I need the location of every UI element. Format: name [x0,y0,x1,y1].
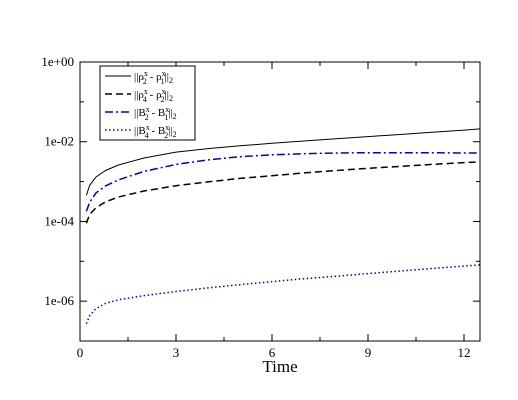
legend-label-part: || [165,89,169,101]
legend-label-part: x [165,105,169,114]
legend-label-part: ||B [134,107,146,119]
legend-label-part: 2 [161,95,165,104]
legend-label-part: || [168,125,172,137]
legend-label-1: ||ρx 2 - ρx 1||2 [134,69,173,86]
legend-label-part: 2 [164,131,168,140]
plot-area-frame [79,61,481,342]
legend-label-part: 2 [173,130,177,139]
legend-label-part: 4 [143,95,147,104]
legend-label-part: x [162,69,166,78]
series-line-1 [85,128,481,196]
x-axis-title: Time [262,357,297,376]
series-line-4 [85,264,481,325]
legend-label-part: x [144,87,148,96]
legend-label-part: - B [149,125,166,137]
legend-label-part: ||B [134,125,146,137]
legend-label-part: x [162,87,166,96]
legend-label-part: 2 [143,77,147,86]
x-tick-label: 12 [458,345,471,360]
legend-label-part: ||ρ [134,71,144,83]
x-tick-label: 9 [365,345,372,360]
legend-label-part: x [146,123,150,132]
legend-label-part: - ρ [147,89,162,101]
series-line-2 [85,161,481,224]
legend-label-part: - B [149,107,166,119]
legend-label-part: x [144,69,148,78]
legend-label-part: 2 [173,112,177,121]
series-line-3 [85,151,480,212]
legend-label-3: ||Bx 2 - Bx 1||2 [134,105,177,122]
x-tick-label: 0 [77,345,84,360]
legend-label-4: ||Bx 4 - Bx 2||2 [134,123,177,140]
legend-label-part: 4 [145,131,149,140]
legend-label-part: || [165,71,169,83]
y-tick-label: 1e-02 [44,134,74,149]
y-tick-label: 1e-04 [44,213,74,228]
x-tick-label: 3 [173,345,180,360]
legend: ||ρx 2 - ρx 1||2||ρx 4 - ρx 2||2||Bx 2 - Bx 1|… [99,65,196,141]
legend-label-part: || [168,107,172,119]
legend-label-2: ||ρx 4 - ρx 2||2 [134,87,173,104]
x-tick-label: 6 [269,345,276,360]
legend-label-part: 1 [164,113,168,122]
legend-label-part: 1 [161,77,165,86]
legend-label-part: x [165,123,169,132]
series-layer [85,128,481,325]
legend-label-part: 2 [169,94,173,103]
legend-label-part: ||ρ [134,89,144,101]
legend-label-part: x [146,105,150,114]
y-tick-label: 1e+00 [41,54,74,69]
y-tick-label: 1e-06 [44,293,74,308]
legend-box [99,65,196,141]
legend-label-part: 2 [145,113,149,122]
legend-label-part: - ρ [147,71,162,83]
legend-label-part: 2 [169,76,173,85]
